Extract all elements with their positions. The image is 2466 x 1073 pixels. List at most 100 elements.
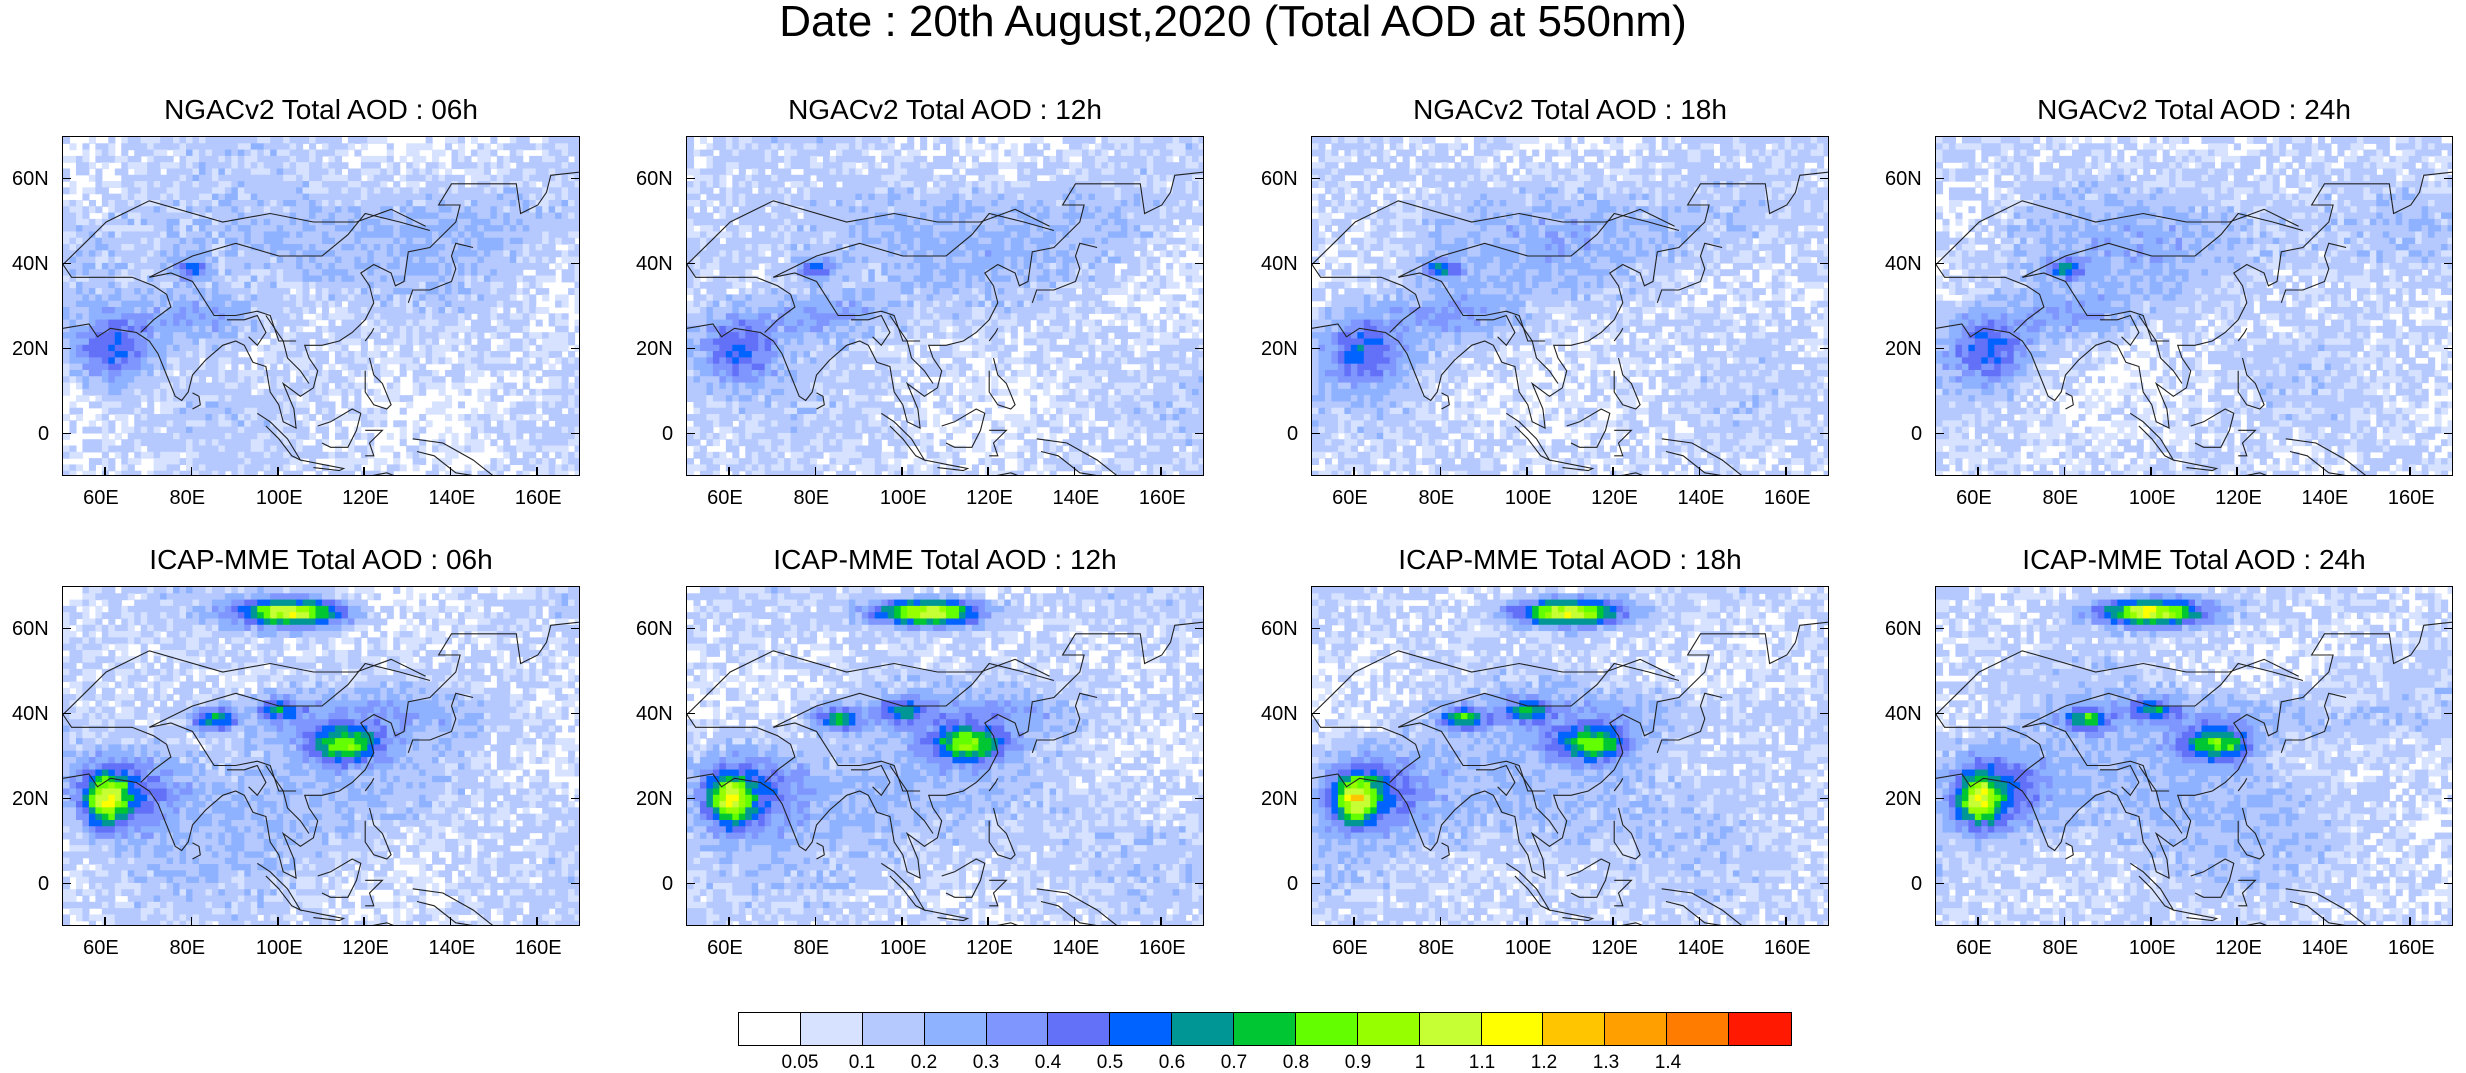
- aod-cell: [1199, 187, 1204, 194]
- aod-cell: [1017, 168, 1024, 175]
- aod-cell: [555, 370, 562, 377]
- aod-cell: [82, 301, 89, 308]
- aod-cell: [322, 168, 329, 175]
- aod-cell: [76, 301, 83, 308]
- aod-cell: [849, 200, 856, 207]
- aod-cell: [218, 452, 225, 459]
- aod-cell: [1121, 200, 1128, 207]
- aod-cell: [160, 320, 167, 327]
- aod-cell: [510, 288, 517, 295]
- aod-cell: [471, 206, 478, 213]
- aod-cell: [82, 395, 89, 402]
- aod-cell: [1192, 194, 1199, 201]
- aod-cell: [400, 238, 407, 245]
- aod-cell: [63, 364, 70, 371]
- aod-cell: [95, 282, 102, 289]
- aod-cell: [270, 206, 277, 213]
- aod-cell: [568, 357, 575, 364]
- aod-cell: [1166, 231, 1173, 238]
- aod-cell: [1160, 143, 1167, 150]
- aod-cell: [290, 332, 297, 339]
- aod-cell: [739, 200, 746, 207]
- aod-cell: [1134, 219, 1141, 226]
- aod-cell: [562, 219, 569, 226]
- aod-cell: [186, 320, 193, 327]
- aod-cell: [296, 420, 303, 427]
- aod-cell: [406, 175, 413, 182]
- aod-cell: [549, 162, 556, 169]
- aod-cell: [361, 446, 368, 453]
- aod-cell: [108, 383, 115, 390]
- aod-cell: [277, 427, 284, 434]
- aod-cell: [413, 200, 420, 207]
- aod-cell: [778, 225, 785, 232]
- aod-cell: [464, 156, 471, 163]
- aod-cell: [121, 219, 128, 226]
- aod-cell: [817, 231, 824, 238]
- aod-cell: [477, 345, 484, 352]
- aod-cell: [516, 389, 523, 396]
- aod-cell: [238, 250, 245, 257]
- aod-cell: [471, 194, 478, 201]
- aod-cell: [1127, 162, 1134, 169]
- aod-cell: [1050, 194, 1057, 201]
- aod-cell: [1140, 162, 1147, 169]
- aod-cell: [510, 168, 517, 175]
- aod-cell: [516, 162, 523, 169]
- aod-cell: [484, 288, 491, 295]
- aod-cell: [836, 206, 843, 213]
- aod-cell: [497, 187, 504, 194]
- aod-cell: [568, 458, 575, 465]
- aod-cell: [251, 282, 258, 289]
- aod-cell: [1017, 156, 1024, 163]
- aod-cell: [270, 150, 277, 157]
- aod-cell: [283, 408, 290, 415]
- aod-cell: [283, 168, 290, 175]
- aod-cell: [374, 351, 381, 358]
- aod-cell: [1121, 156, 1128, 163]
- aod-cell: [549, 433, 556, 440]
- aod-cell: [432, 383, 439, 390]
- aod-cell: [1063, 206, 1070, 213]
- aod-cell: [888, 206, 895, 213]
- aod-cell: [1179, 156, 1186, 163]
- aod-cell: [503, 200, 510, 207]
- aod-cell: [128, 376, 135, 383]
- aod-cell: [959, 194, 966, 201]
- aod-cell: [888, 181, 895, 188]
- aod-cell: [464, 162, 471, 169]
- aod-cell: [173, 338, 180, 345]
- aod-cell: [328, 320, 335, 327]
- aod-cell: [76, 408, 83, 415]
- aod-cell: [231, 276, 238, 283]
- aod-cell: [277, 225, 284, 232]
- aod-cell: [147, 156, 154, 163]
- aod-cell: [225, 187, 232, 194]
- aod-cell: [503, 213, 510, 220]
- aod-cell: [458, 301, 465, 308]
- aod-cell: [290, 238, 297, 245]
- aod-cell: [823, 200, 830, 207]
- aod-cell: [484, 194, 491, 201]
- aod-cell: [432, 257, 439, 264]
- aod-cell: [354, 395, 361, 402]
- aod-cell: [335, 301, 342, 308]
- aod-cell: [251, 250, 258, 257]
- aod-cell: [849, 181, 856, 188]
- aod-cell: [102, 162, 109, 169]
- aod-cell: [1114, 175, 1121, 182]
- aod-cell: [836, 225, 843, 232]
- aod-cell: [322, 225, 329, 232]
- aod-cell: [1134, 162, 1141, 169]
- aod-cell: [108, 225, 115, 232]
- aod-cell: [154, 294, 161, 301]
- aod-cell: [549, 137, 556, 144]
- aod-cell: [1095, 200, 1102, 207]
- aod-cell: [575, 376, 580, 383]
- aod-cell: [823, 181, 830, 188]
- aod-cell: [231, 376, 238, 383]
- aod-cell: [387, 357, 394, 364]
- aod-cell: [791, 231, 798, 238]
- aod-cell: [238, 162, 245, 169]
- aod-cell: [907, 225, 914, 232]
